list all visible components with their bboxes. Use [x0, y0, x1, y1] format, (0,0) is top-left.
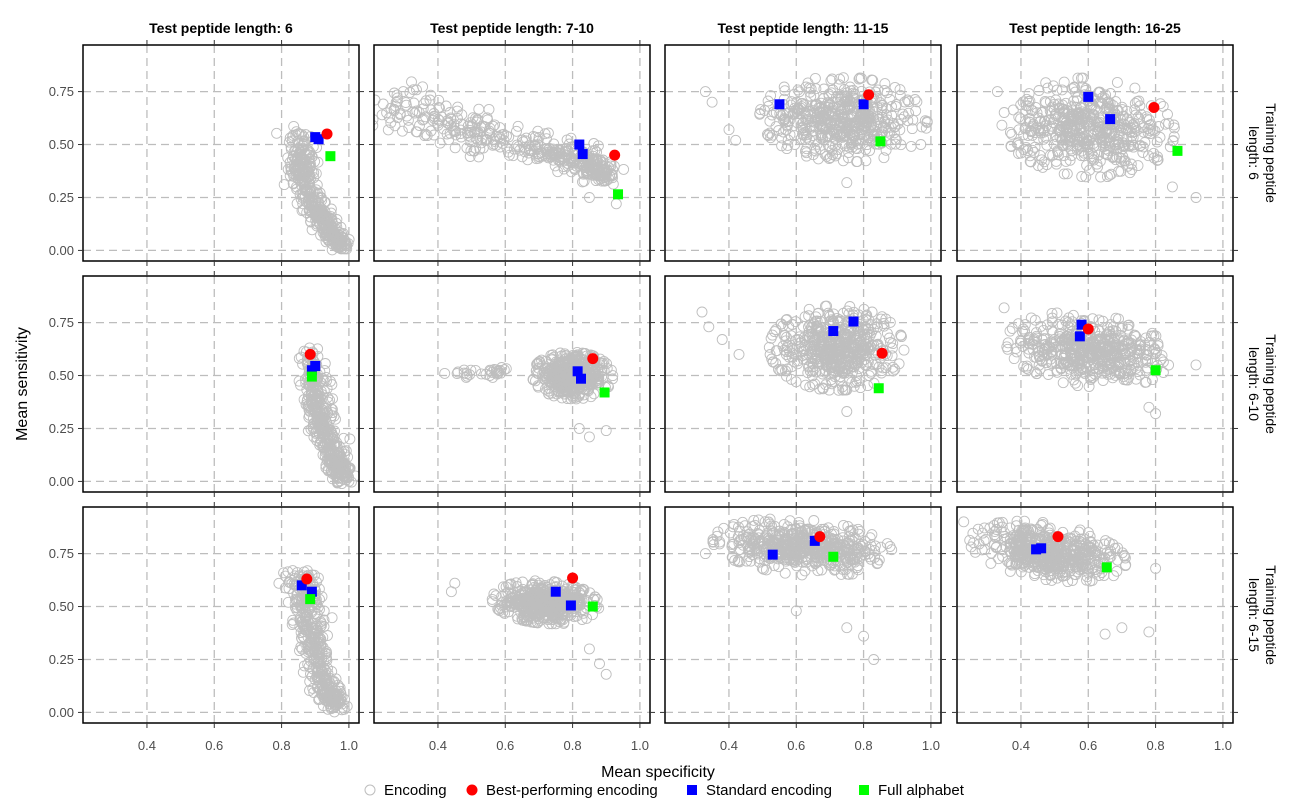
- panel-r2-c1: [78, 271, 364, 497]
- best-encoding-point: [1148, 102, 1159, 113]
- best-encoding-point: [863, 89, 874, 100]
- panel-r1-c3: [660, 40, 946, 266]
- panel-r1-c4: [952, 40, 1238, 266]
- best-encoding-point: [301, 574, 312, 585]
- panel-r2-c2: [369, 271, 655, 497]
- best-encoding-point: [609, 150, 620, 161]
- panel-background: [374, 45, 650, 261]
- panel-r3-c2: [369, 502, 655, 728]
- full-alphabet-point: [613, 189, 623, 199]
- standard-encoding-point: [576, 374, 586, 384]
- full-alphabet-point: [874, 383, 884, 393]
- full-alphabet-point: [1172, 146, 1182, 156]
- panels-layer: [78, 40, 1238, 728]
- best-encoding-point: [305, 349, 316, 360]
- panel-r1-c2: [368, 40, 655, 266]
- panel-r2-c3: [660, 271, 946, 497]
- standard-encoding-point: [1083, 92, 1093, 102]
- full-alphabet-point: [307, 372, 317, 382]
- panel-background: [374, 276, 650, 492]
- full-alphabet-point: [600, 387, 610, 397]
- panel-background: [665, 276, 941, 492]
- panel-r1-c1: [78, 40, 364, 266]
- panel-r3-c1: [78, 502, 364, 728]
- standard-encoding-point: [574, 140, 584, 150]
- full-alphabet-point: [305, 594, 315, 604]
- panel-r2-c4: [952, 271, 1238, 497]
- standard-encoding-point: [1075, 331, 1085, 341]
- best-encoding-point: [587, 353, 598, 364]
- standard-encoding-point: [578, 149, 588, 159]
- best-encoding-point: [1083, 323, 1094, 334]
- standard-encoding-point: [1105, 114, 1115, 124]
- panel-background: [957, 45, 1233, 261]
- best-encoding-point: [877, 348, 888, 359]
- full-alphabet-point: [325, 151, 335, 161]
- standard-encoding-point: [848, 317, 858, 327]
- standard-encoding-point: [859, 99, 869, 109]
- standard-encoding-point: [828, 326, 838, 336]
- best-encoding-point: [322, 128, 333, 139]
- full-alphabet-point: [1151, 365, 1161, 375]
- full-alphabet-point: [875, 136, 885, 146]
- standard-encoding-point: [774, 99, 784, 109]
- panel-background: [957, 276, 1233, 492]
